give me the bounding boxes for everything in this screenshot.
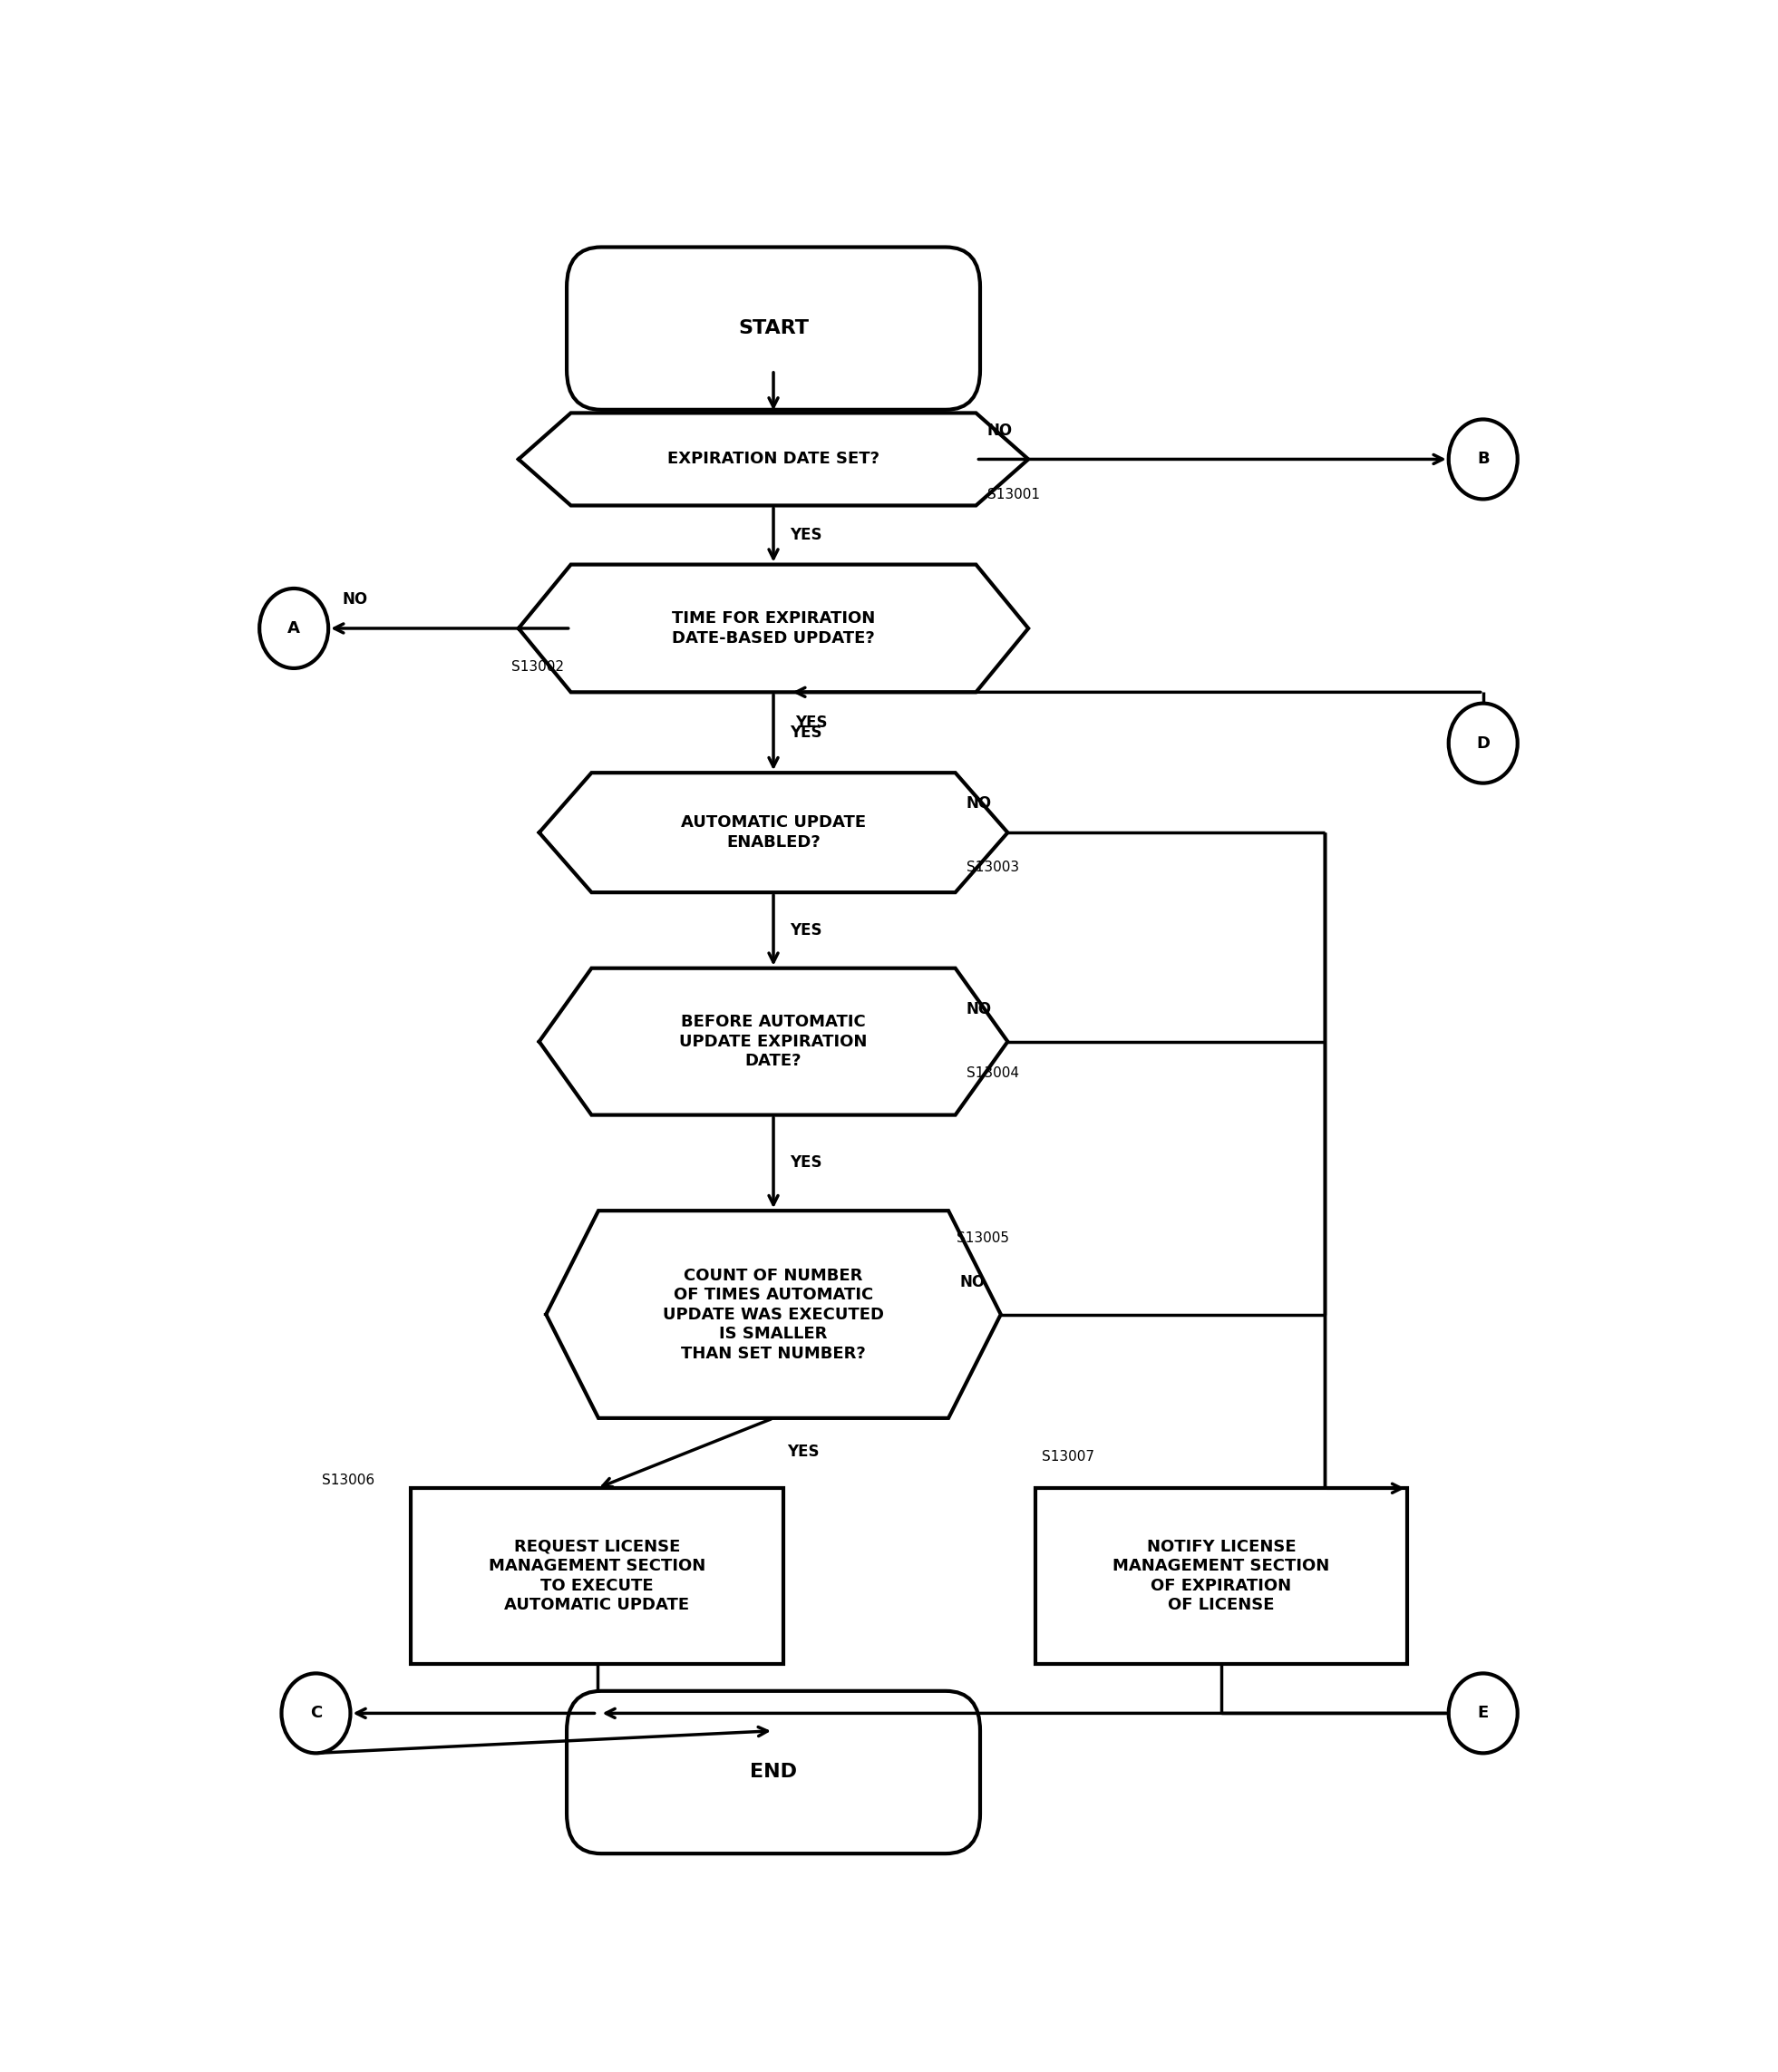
Text: NO: NO [987,423,1012,439]
Text: YES: YES [789,725,821,740]
Text: S13001: S13001 [987,487,1040,501]
Text: S13007: S13007 [1042,1450,1095,1463]
Text: END: END [750,1763,797,1782]
Text: NO: NO [960,1274,985,1291]
Text: S13003: S13003 [967,860,1019,874]
Circle shape [1449,419,1518,499]
Text: NO: NO [967,1001,992,1017]
Text: NO: NO [967,796,992,812]
Text: A: A [288,620,300,636]
Text: BEFORE AUTOMATIC
UPDATE EXPIRATION
DATE?: BEFORE AUTOMATIC UPDATE EXPIRATION DATE? [679,1013,868,1069]
Bar [411,1488,782,1664]
FancyBboxPatch shape [567,1691,980,1854]
Text: B: B [1478,452,1490,468]
Text: EXPIRATION DATE SET?: EXPIRATION DATE SET? [667,452,880,468]
Text: COUNT OF NUMBER
OF TIMES AUTOMATIC
UPDATE WAS EXECUTED
IS SMALLER
THAN SET NUMBE: COUNT OF NUMBER OF TIMES AUTOMATIC UPDAT… [663,1268,884,1361]
Text: C: C [309,1705,322,1722]
Text: YES: YES [789,922,821,939]
Polygon shape [539,968,1008,1115]
Text: S13006: S13006 [322,1473,373,1488]
Text: YES: YES [788,1444,820,1461]
Text: S13004: S13004 [967,1067,1019,1080]
Bar [1035,1488,1408,1664]
Text: YES: YES [795,715,829,731]
Text: YES: YES [789,526,821,543]
Text: START: START [738,319,809,338]
Text: REQUEST LICENSE
MANAGEMENT SECTION
TO EXECUTE
AUTOMATIC UPDATE: REQUEST LICENSE MANAGEMENT SECTION TO EX… [489,1539,706,1614]
Text: YES: YES [789,1154,821,1171]
Circle shape [281,1674,350,1753]
Text: E: E [1478,1705,1488,1722]
Text: TIME FOR EXPIRATION
DATE-BASED UPDATE?: TIME FOR EXPIRATION DATE-BASED UPDATE? [672,611,875,646]
Polygon shape [539,773,1008,893]
Text: S13002: S13002 [512,659,564,673]
Circle shape [260,588,329,669]
FancyBboxPatch shape [567,247,980,410]
Text: AUTOMATIC UPDATE
ENABLED?: AUTOMATIC UPDATE ENABLED? [681,814,866,850]
Text: D: D [1476,736,1490,752]
Circle shape [1449,1674,1518,1753]
Polygon shape [546,1210,1001,1417]
Text: NO: NO [341,591,368,607]
Polygon shape [519,412,1028,506]
Text: NOTIFY LICENSE
MANAGEMENT SECTION
OF EXPIRATION
OF LICENSE: NOTIFY LICENSE MANAGEMENT SECTION OF EXP… [1113,1539,1330,1614]
Circle shape [1449,702,1518,783]
Text: S13005: S13005 [957,1231,1010,1245]
Polygon shape [519,564,1028,692]
